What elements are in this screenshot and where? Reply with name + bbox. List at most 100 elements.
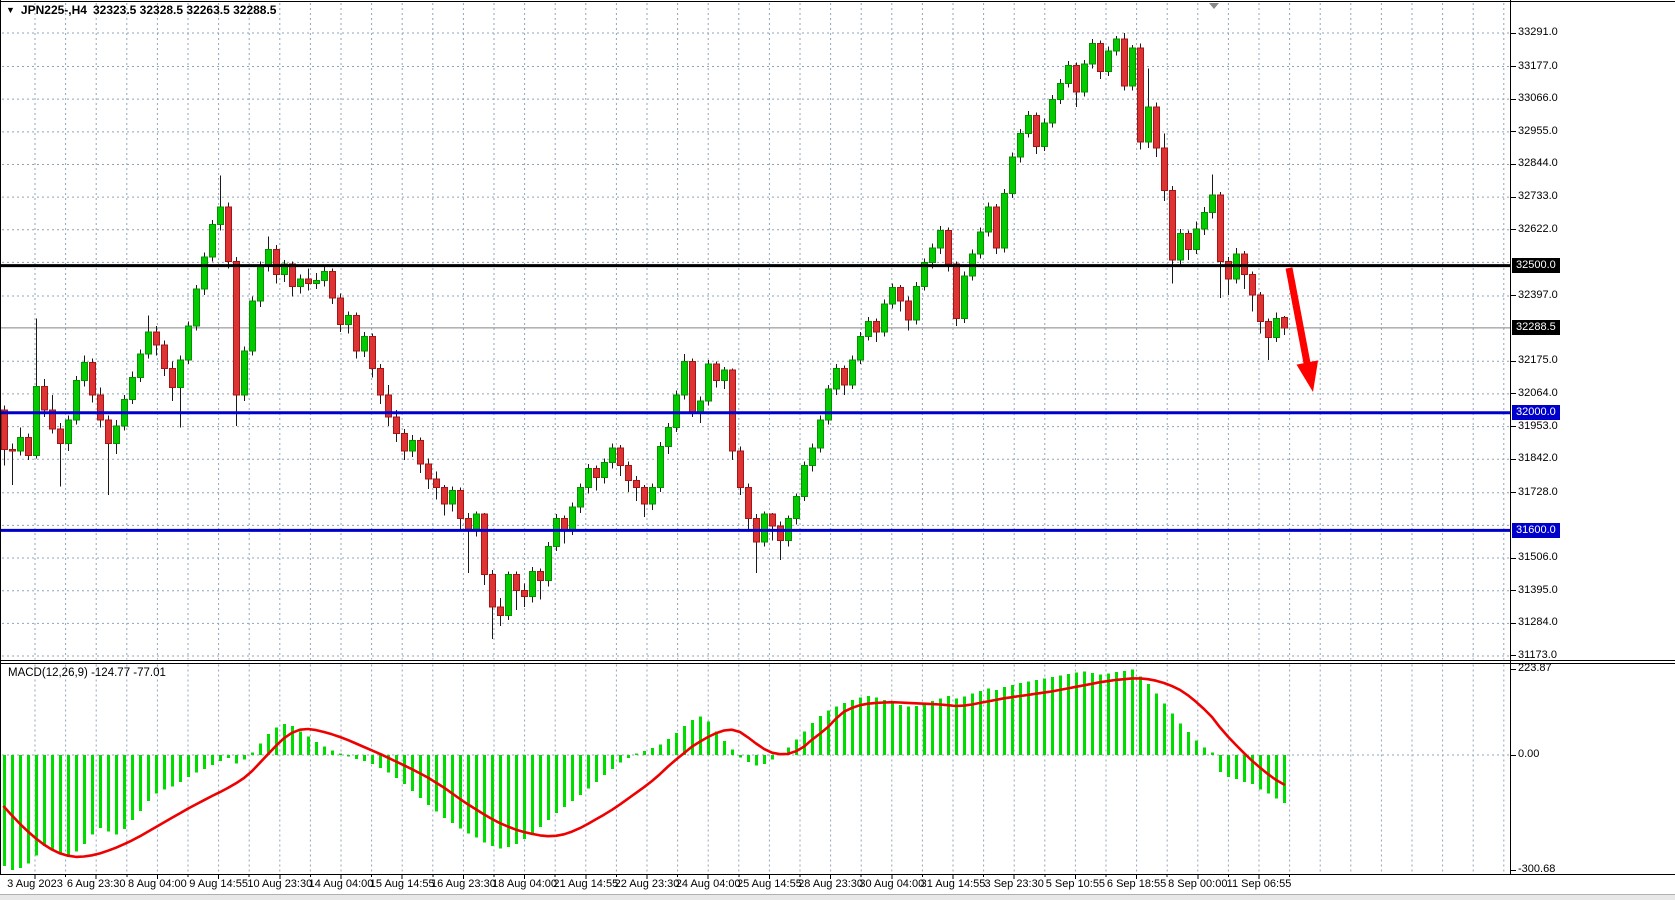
macd-histogram-bar bbox=[275, 727, 278, 755]
macd-histogram-bar bbox=[499, 755, 502, 849]
price-tick-label: 32064.0 bbox=[1518, 386, 1558, 399]
candle-bull bbox=[705, 363, 712, 402]
macd-histogram-bar bbox=[995, 689, 998, 755]
candle-bear bbox=[441, 487, 448, 505]
candle-bull bbox=[929, 247, 936, 264]
macd-histogram-bar bbox=[195, 755, 198, 773]
panel-borders bbox=[0, 0, 1675, 875]
candle-bull bbox=[1089, 43, 1096, 65]
symbol-period-label: JPN225-,H4 bbox=[20, 3, 87, 17]
candle-bear bbox=[353, 315, 360, 352]
macd-histogram-bar bbox=[1107, 673, 1110, 755]
candle-bull bbox=[201, 256, 208, 290]
macd-histogram-bar bbox=[891, 702, 894, 755]
macd-tick-label: 0.00 bbox=[1518, 748, 1540, 760]
macd-histogram bbox=[3, 669, 1286, 871]
macd-histogram-bar bbox=[99, 755, 102, 828]
candle-bull bbox=[361, 335, 368, 352]
macd-histogram-bar bbox=[667, 738, 670, 755]
price-tick-mark bbox=[1511, 295, 1516, 297]
candle-bull bbox=[1145, 106, 1152, 143]
macd-histogram-bar bbox=[987, 688, 990, 755]
price-tick-label: 31953.0 bbox=[1518, 419, 1558, 432]
price-tick-mark bbox=[1511, 66, 1516, 68]
candle-bull bbox=[1201, 212, 1208, 230]
macd-tick-mark bbox=[1511, 668, 1516, 670]
candle-bear bbox=[1033, 115, 1040, 148]
macd-histogram-bar bbox=[571, 755, 574, 801]
time-tick-label: 11 Sep 06:55 bbox=[1226, 878, 1292, 890]
macd-histogram-bar bbox=[315, 741, 318, 755]
price-tick-mark bbox=[1511, 590, 1516, 592]
price-tick-label: 31173.0 bbox=[1518, 648, 1557, 661]
price-tick-label: 33066.0 bbox=[1518, 92, 1558, 105]
macd-histogram-bar bbox=[547, 755, 550, 821]
macd-histogram-bar bbox=[1139, 676, 1142, 755]
macd-histogram-bar bbox=[715, 731, 718, 755]
candle-bear bbox=[1097, 43, 1104, 73]
candle-bull bbox=[1017, 132, 1024, 158]
macd-histogram-bar bbox=[395, 755, 398, 778]
macd-histogram-bar bbox=[979, 691, 982, 755]
down-arrow-annotation[interactable] bbox=[1285, 267, 1319, 392]
macd-histogram-bar bbox=[1179, 723, 1182, 755]
macd-histogram-bar bbox=[899, 705, 902, 755]
candle-bull bbox=[849, 359, 856, 386]
macd-histogram-bar bbox=[323, 746, 326, 755]
macd-histogram-bar bbox=[67, 755, 70, 857]
macd-histogram-bar bbox=[619, 755, 622, 763]
time-tick-label: 16 Aug 23:30 bbox=[430, 878, 496, 890]
macd-histogram-bar bbox=[1099, 674, 1102, 755]
macd-histogram-bar bbox=[627, 755, 630, 759]
macd-histogram-bar bbox=[907, 706, 910, 755]
symbol-dropdown-icon[interactable]: ▼ bbox=[6, 5, 15, 15]
time-tick-label: 24 Aug 04:00 bbox=[675, 878, 741, 890]
candle-bear bbox=[561, 518, 568, 531]
candle-bull bbox=[1081, 63, 1088, 93]
candle-bear bbox=[769, 513, 776, 527]
candle-bear bbox=[433, 478, 440, 489]
candle-bull bbox=[889, 287, 896, 305]
candle-bull bbox=[809, 447, 816, 467]
macd-histogram-bar bbox=[563, 755, 566, 808]
candle-bear bbox=[401, 432, 408, 452]
candle-bull bbox=[833, 368, 840, 390]
candle-bear bbox=[1121, 38, 1128, 87]
price-tick-label: 32397.0 bbox=[1518, 288, 1558, 301]
candle-bear bbox=[161, 344, 168, 370]
macd-histogram-bar bbox=[651, 748, 654, 755]
candle-bull bbox=[881, 303, 888, 333]
candle-bull bbox=[1113, 38, 1120, 52]
macd-histogram-bar bbox=[1083, 671, 1086, 755]
candle-bear bbox=[233, 260, 240, 396]
candle-bear bbox=[897, 287, 904, 302]
candle-bull bbox=[265, 248, 272, 267]
macd-histogram-bar bbox=[859, 697, 862, 755]
macd-histogram-bar bbox=[587, 755, 590, 789]
candle-bear bbox=[593, 468, 600, 478]
price-tick-mark bbox=[1511, 32, 1516, 34]
macd-histogram-bar bbox=[91, 755, 94, 835]
price-tick-label: 32622.0 bbox=[1518, 222, 1558, 235]
chart-shift-marker-icon[interactable] bbox=[1209, 3, 1219, 9]
time-tick-label: 8 Sep 00:00 bbox=[1168, 878, 1228, 890]
macd-histogram-bar bbox=[1003, 687, 1006, 755]
macd-histogram-bar bbox=[299, 731, 302, 755]
main-chart-plot-area[interactable] bbox=[0, 0, 1510, 660]
macd-histogram-bar bbox=[171, 755, 174, 787]
candle-bear bbox=[497, 606, 504, 617]
candle-bear bbox=[425, 463, 432, 480]
macd-histogram-bar bbox=[363, 755, 366, 762]
candle-bear bbox=[465, 518, 472, 530]
time-tick-label: 8 Aug 04:00 bbox=[128, 878, 187, 890]
candle-bull bbox=[505, 574, 512, 617]
macd-histogram-bar bbox=[1115, 671, 1118, 755]
macd-histogram-bar bbox=[403, 755, 406, 785]
macd-histogram-bar bbox=[643, 751, 646, 755]
candle-bull bbox=[1209, 194, 1216, 214]
candle-bear bbox=[641, 487, 648, 505]
candle-bear bbox=[617, 447, 624, 467]
candle-bear bbox=[625, 465, 632, 481]
price-tick-label: 32733.0 bbox=[1518, 190, 1558, 203]
candle-bull bbox=[473, 513, 480, 530]
